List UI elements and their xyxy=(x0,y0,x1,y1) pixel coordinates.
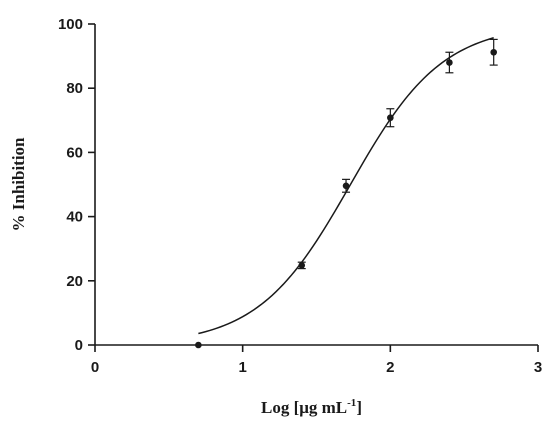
data-point xyxy=(445,51,454,74)
data-points xyxy=(195,38,498,349)
x-axis-title-superscript: -1 xyxy=(347,397,356,409)
data-point-marker xyxy=(446,59,453,66)
data-point-marker xyxy=(490,48,498,56)
y-ticks: 0 20 40 60 80 100 xyxy=(58,16,95,354)
y-tick-label: 100 xyxy=(58,16,83,33)
data-point-marker xyxy=(298,262,306,269)
y-tick-label: 80 xyxy=(66,80,83,97)
data-point xyxy=(342,178,351,193)
x-axis-title-main: Log [μg mL xyxy=(261,398,347,417)
data-point-marker xyxy=(342,182,350,190)
axes xyxy=(94,24,538,346)
y-tick-label: 20 xyxy=(66,273,83,290)
y-tick-label: 60 xyxy=(66,144,83,161)
data-point-marker xyxy=(387,114,394,122)
x-axis-title: Log [μg mL-1] xyxy=(261,397,362,417)
data-point xyxy=(297,261,306,270)
data-point-marker xyxy=(195,341,202,349)
x-axis-title-suffix: ] xyxy=(356,398,362,417)
x-tick-label: 1 xyxy=(238,359,246,376)
data-point xyxy=(195,341,202,349)
x-tick-label: 0 xyxy=(91,359,99,376)
x-tick-label: 3 xyxy=(534,359,542,376)
y-tick-label: 40 xyxy=(66,209,83,226)
data-point xyxy=(386,108,395,128)
x-tick-label: 2 xyxy=(386,359,394,376)
x-ticks: 0 1 2 3 xyxy=(91,345,542,376)
y-tick-label: 0 xyxy=(75,337,83,354)
y-axis-title: % Inhibition xyxy=(9,137,28,232)
data-point xyxy=(489,38,498,66)
